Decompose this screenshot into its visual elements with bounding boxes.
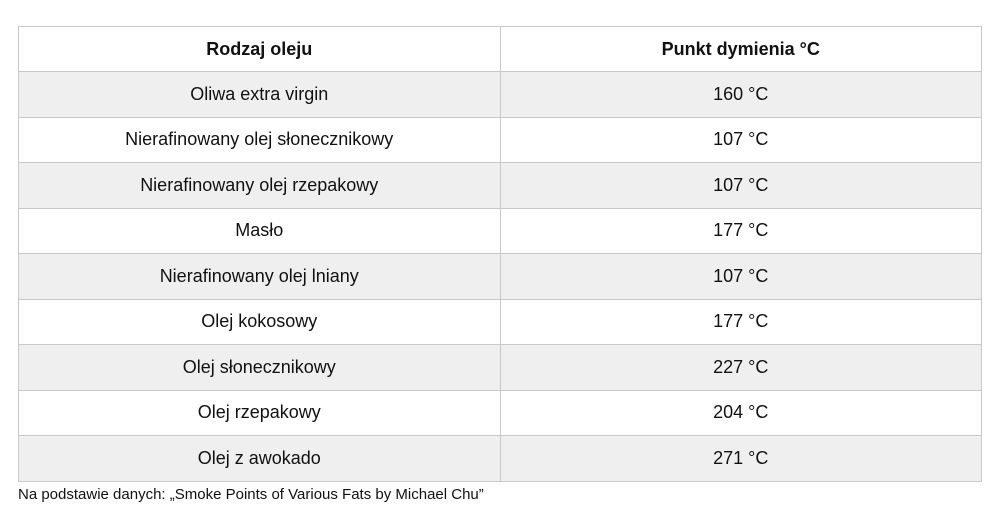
oil-type-cell: Nierafinowany olej słonecznikowy — [18, 116, 501, 163]
table-row: Olej słonecznikowy 227 °C — [18, 344, 982, 391]
table-row: Nierafinowany olej lniany 107 °C — [18, 253, 982, 300]
smoke-point-table: Rodzaj oleju Punkt dymienia °C Oliwa ext… — [18, 26, 982, 482]
smoke-point-cell: 160 °C — [499, 71, 982, 118]
oil-type-cell: Nierafinowany olej rzepakowy — [18, 162, 501, 209]
header-smoke-point: Punkt dymienia °C — [499, 26, 982, 72]
table-row: Nierafinowany olej rzepakowy 107 °C — [18, 162, 982, 209]
smoke-point-cell: 177 °C — [499, 207, 982, 254]
smoke-point-cell: 227 °C — [499, 344, 982, 391]
table-row: Masło 177 °C — [18, 207, 982, 254]
oil-type-cell: Olej słonecznikowy — [18, 344, 501, 391]
source-caption: Na podstawie danych: „Smoke Points of Va… — [18, 486, 484, 503]
smoke-point-cell: 204 °C — [499, 389, 982, 436]
oil-type-cell: Olej z awokado — [18, 435, 501, 482]
oil-type-cell: Nierafinowany olej lniany — [18, 253, 501, 300]
table-row: Nierafinowany olej słonecznikowy 107 °C — [18, 116, 982, 163]
oil-type-cell: Oliwa extra virgin — [18, 71, 501, 118]
smoke-point-cell: 107 °C — [499, 253, 982, 300]
oil-type-cell: Olej kokosowy — [18, 298, 501, 345]
header-oil-type: Rodzaj oleju — [18, 26, 501, 72]
table-row: Olej z awokado 271 °C — [18, 435, 982, 482]
oil-type-cell: Masło — [18, 207, 501, 254]
header-row: Rodzaj oleju Punkt dymienia °C — [18, 26, 982, 72]
smoke-point-cell: 107 °C — [499, 162, 982, 209]
smoke-point-cell: 107 °C — [499, 116, 982, 163]
smoke-point-cell: 177 °C — [499, 298, 982, 345]
table-row: Olej kokosowy 177 °C — [18, 298, 982, 345]
table-row: Oliwa extra virgin 160 °C — [18, 71, 982, 118]
oil-type-cell: Olej rzepakowy — [18, 389, 501, 436]
table-row: Olej rzepakowy 204 °C — [18, 389, 982, 436]
smoke-point-cell: 271 °C — [499, 435, 982, 482]
